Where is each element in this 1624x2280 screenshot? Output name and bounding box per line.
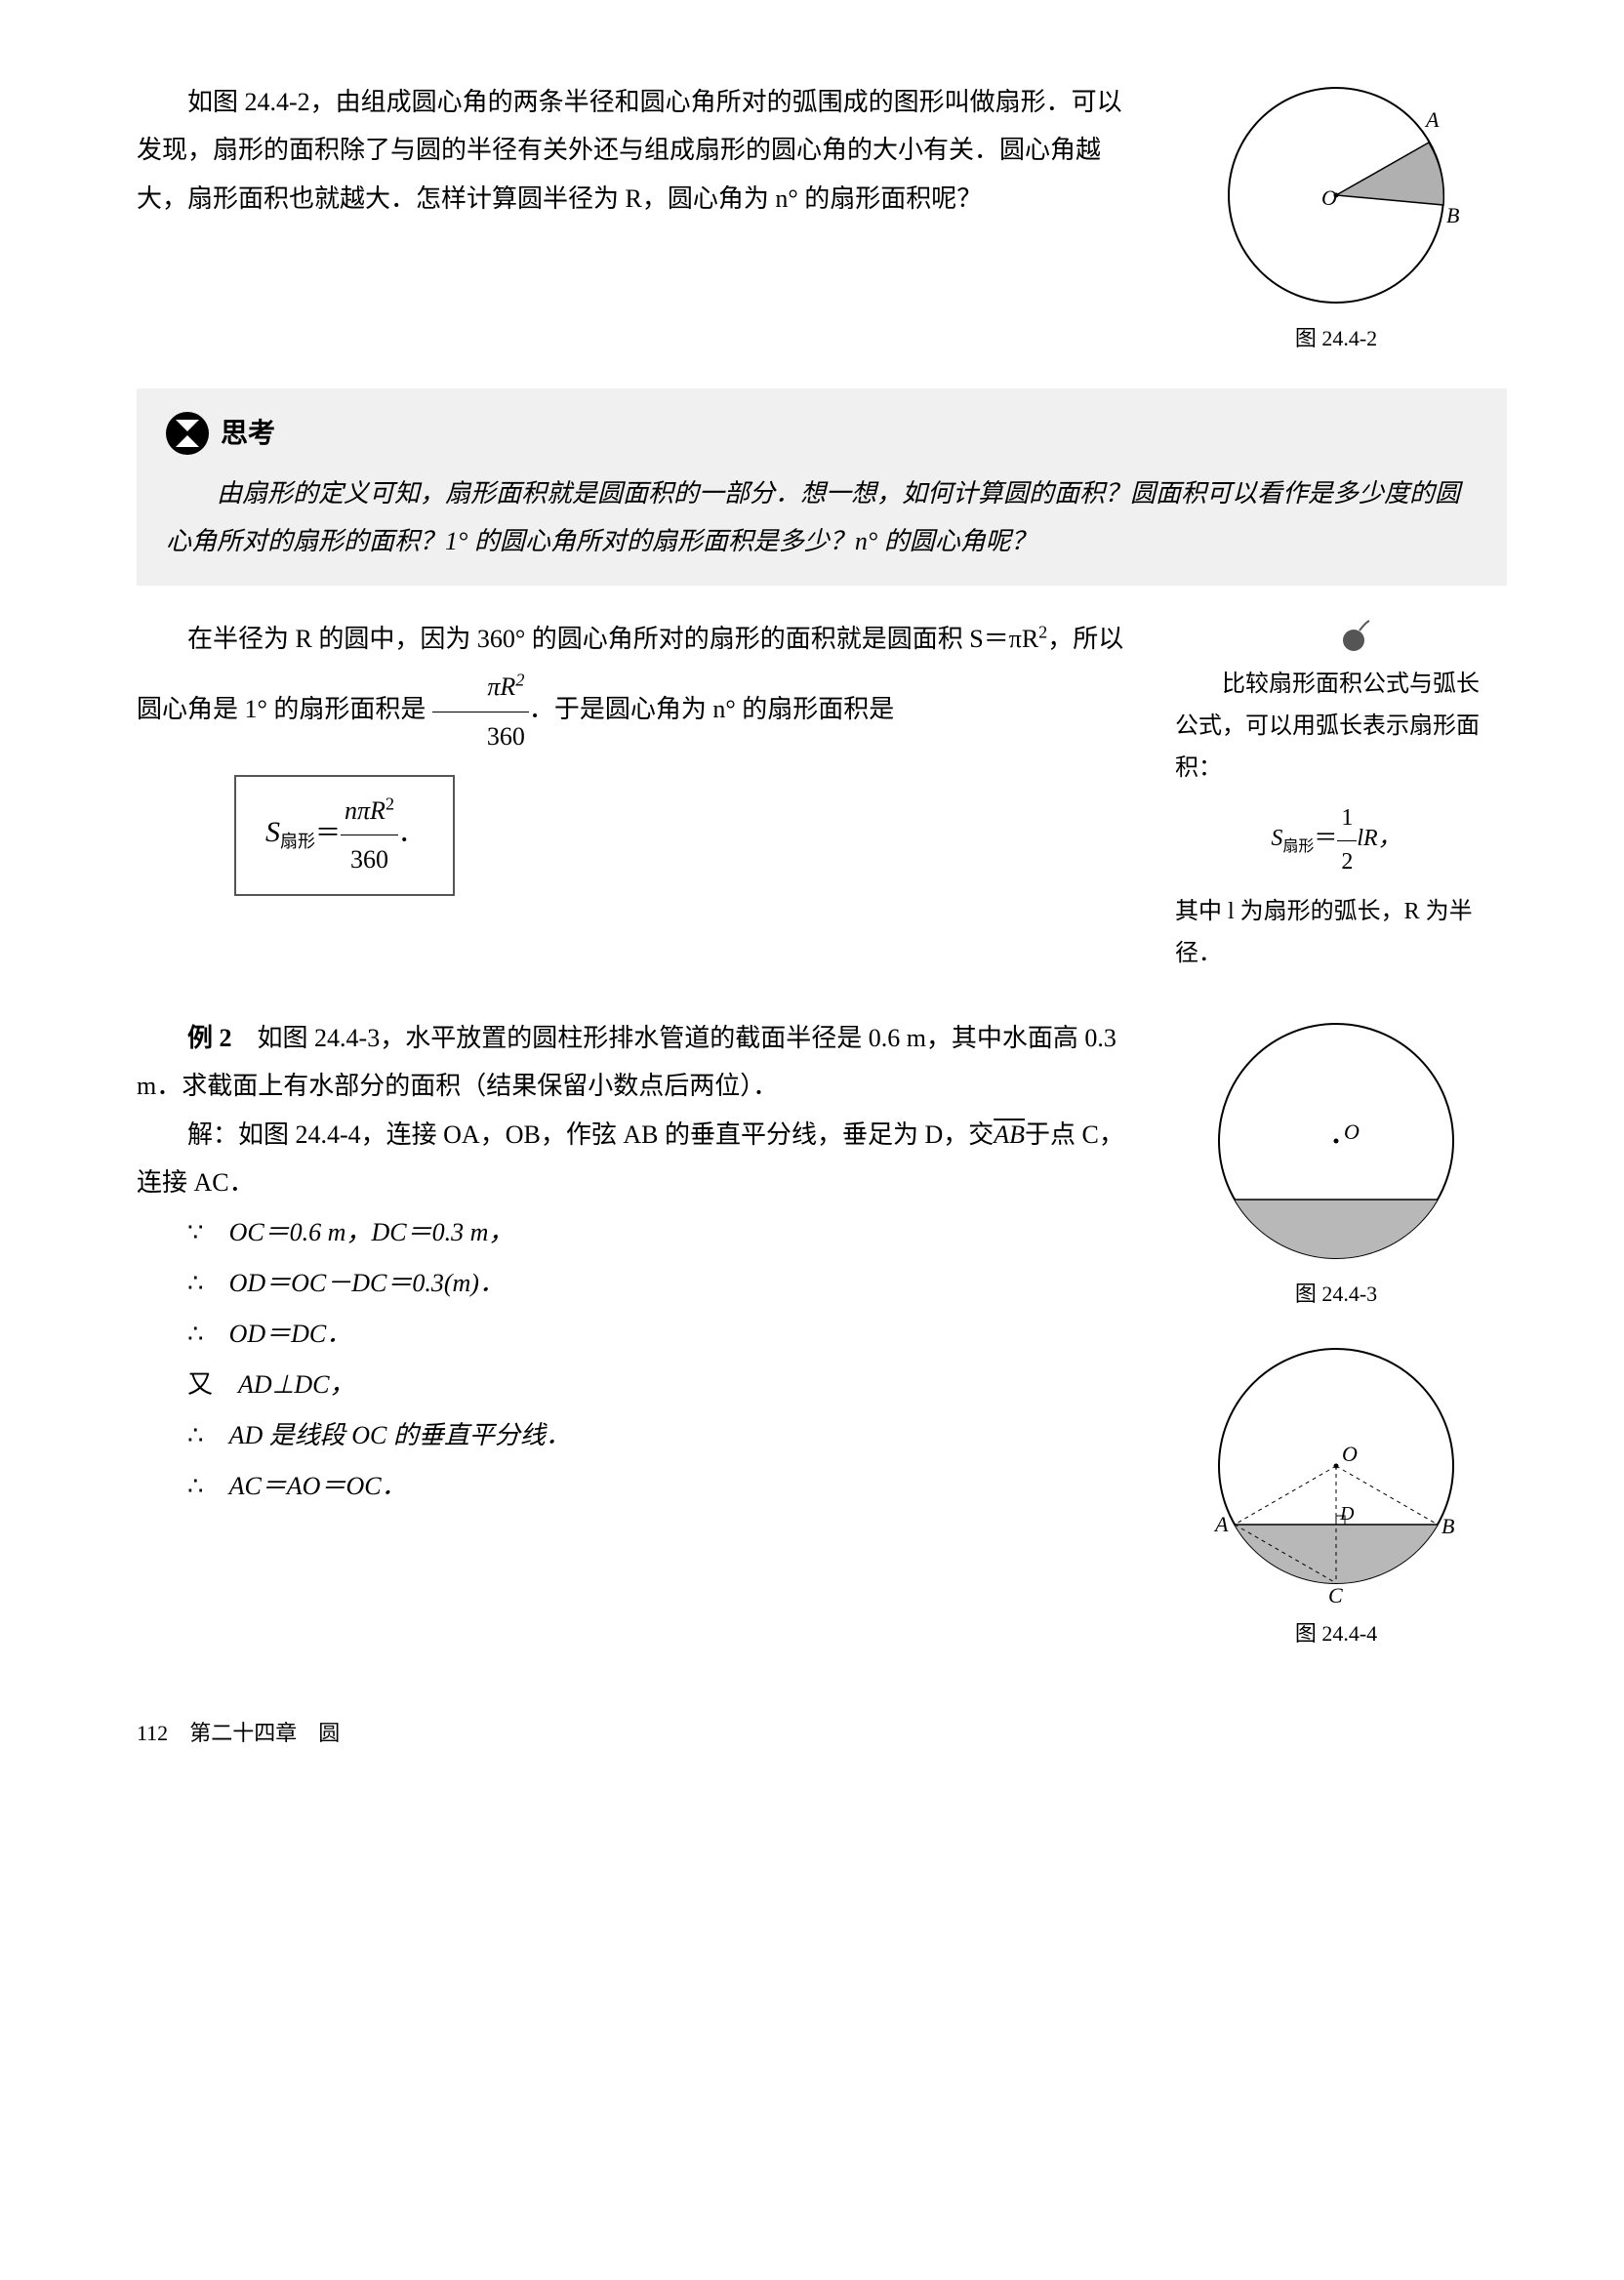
sidenote-formula: S扇形＝12lR， xyxy=(1175,797,1497,882)
thinking-box: 思考 由扇形的定义可知，扇形面积就是圆面积的一部分．想一想，如何计算圆的面积？圆… xyxy=(137,388,1507,586)
para2: 在半径为 R 的圆中，因为 360° 的圆心角所对的扇形的面积就是圆面积 S＝π… xyxy=(137,615,1126,760)
svg-text:O: O xyxy=(1321,185,1337,210)
example-label: 例 2 xyxy=(187,1024,232,1052)
figure-24-4-3: O xyxy=(1199,1014,1473,1268)
page-number: 112 xyxy=(137,1721,168,1745)
side-note-col: 比较扇形面积公式与弧长公式，可以用弧长表示扇形面积： S扇形＝12lR， 其中 … xyxy=(1165,615,1507,985)
page-footer: 112 第二十四章 圆 xyxy=(137,1713,1507,1754)
bomb-icon xyxy=(1165,615,1507,654)
section-derivation: 在半径为 R 的圆中，因为 360° 的圆心角所对的扇形的面积就是圆面积 S＝π… xyxy=(137,615,1507,985)
thinking-icon xyxy=(166,412,209,455)
section-example: 例 2 如图 24.4-3，水平放置的圆柱形排水管道的截面半径是 0.6 m，其… xyxy=(137,1014,1507,1654)
svg-text:B: B xyxy=(1446,203,1459,227)
figure-24-4-4: O A B C D xyxy=(1199,1334,1473,1608)
sidenote-line1: 比较扇形面积公式与弧长公式，可以用弧长表示扇形面积： xyxy=(1175,664,1497,791)
svg-text:D: D xyxy=(1339,1503,1355,1525)
example-figures: O 图 24.4-3 O A B C D 图 24.4-4 xyxy=(1165,1014,1507,1654)
svg-text:B: B xyxy=(1441,1514,1454,1538)
chapter-name: 第二十四章 圆 xyxy=(189,1721,340,1745)
example-statement: 例 2 如图 24.4-3，水平放置的圆柱形排水管道的截面半径是 0.6 m，其… xyxy=(137,1014,1126,1111)
solution-intro: 解：如图 24.4-4，连接 OA，OB，作弦 AB 的垂直平分线，垂足为 D，… xyxy=(137,1111,1126,1207)
proof-lines: ∵ OC＝0.6 m，DC＝0.3 m， ∴ OD＝OC－DC＝0.3(m)． … xyxy=(137,1207,1126,1512)
svg-text:A: A xyxy=(1213,1512,1229,1536)
side-note: 比较扇形面积公式与弧长公式，可以用弧长表示扇形面积： S扇形＝12lR， 其中 … xyxy=(1165,654,1507,985)
figure-24-4-2: O A B 图 24.4-2 xyxy=(1165,78,1507,359)
svg-text:C: C xyxy=(1328,1583,1343,1608)
section-intro: 如图 24.4-2，由组成圆心角的两条半径和圆心角所对的弧围成的图形叫做扇形．可… xyxy=(137,78,1507,359)
svg-text:A: A xyxy=(1424,107,1440,132)
proof-line-2: ∴ OD＝OC－DC＝0.3(m)． xyxy=(187,1258,1126,1309)
proof-line-3: ∴ OD＝DC． xyxy=(187,1309,1126,1360)
svg-text:O: O xyxy=(1344,1120,1360,1144)
proof-line-6: ∴ AC＝AO＝OC． xyxy=(187,1461,1126,1512)
sector-area-formula: S扇形＝nπR2360． xyxy=(234,775,455,896)
fig3-caption: 图 24.4-3 xyxy=(1165,1274,1507,1315)
fig4-caption: 图 24.4-4 xyxy=(1165,1613,1507,1654)
intro-text: 如图 24.4-2，由组成圆心角的两条半径和圆心角所对的弧围成的图形叫做扇形．可… xyxy=(137,78,1126,359)
derivation-text: 在半径为 R 的圆中，因为 360° 的圆心角所对的扇形的面积就是圆面积 S＝π… xyxy=(137,615,1126,985)
thinking-title: 思考 xyxy=(166,408,1478,460)
para1: 如图 24.4-2，由组成圆心角的两条半径和圆心角所对的弧围成的图形叫做扇形．可… xyxy=(137,78,1126,223)
example-text: 例 2 如图 24.4-3，水平放置的圆柱形排水管道的截面半径是 0.6 m，其… xyxy=(137,1014,1126,1654)
thinking-body: 由扇形的定义可知，扇形面积就是圆面积的一部分．想一想，如何计算圆的面积？圆面积可… xyxy=(166,469,1478,566)
sector-diagram: O A B xyxy=(1209,78,1463,312)
proof-line-4: 又 AD⊥DC， xyxy=(187,1360,1126,1410)
fig1-caption: 图 24.4-2 xyxy=(1165,318,1507,359)
proof-line-1: ∵ OC＝0.6 m，DC＝0.3 m， xyxy=(187,1207,1126,1258)
sidenote-line2: 其中 l 为扇形的弧长，R 为半径． xyxy=(1175,891,1497,975)
thinking-label: 思考 xyxy=(221,408,275,460)
proof-line-5: ∴ AD 是线段 OC 的垂直平分线． xyxy=(187,1410,1126,1461)
svg-text:O: O xyxy=(1342,1442,1358,1466)
arc-ab: AB xyxy=(994,1120,1025,1149)
